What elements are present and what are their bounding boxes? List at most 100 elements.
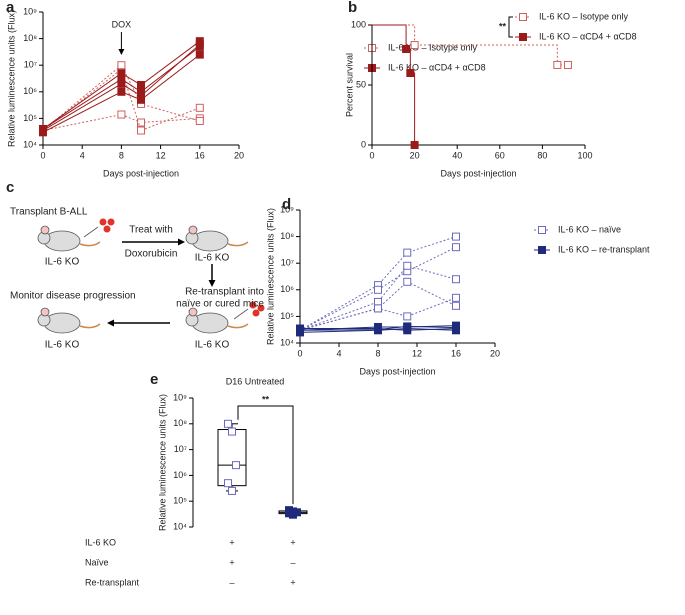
significance-bracket <box>237 405 294 505</box>
marker <box>452 232 460 241</box>
mouse-line <box>299 328 457 333</box>
arrows <box>107 238 216 327</box>
marker <box>374 325 382 334</box>
legend-label: IL-6 KO – Isotype only <box>388 42 478 52</box>
legend-label: IL-6 KO – Isotype only <box>539 11 629 21</box>
mouse-icon <box>37 225 101 252</box>
marker <box>538 226 546 234</box>
legend-label: IL-6 KO – naïve <box>558 224 621 234</box>
x-tick-label: 12 <box>412 348 422 358</box>
y-tick-label: 10⁷ <box>174 444 187 454</box>
x-tick-label: 20 <box>410 150 420 160</box>
chart-title: D16 Untreated <box>226 376 285 386</box>
marker <box>195 50 204 59</box>
survival-line <box>372 24 416 145</box>
marker <box>553 60 562 69</box>
x-tick-label: 60 <box>495 150 505 160</box>
marker <box>452 293 460 302</box>
y-tick-label: 10⁸ <box>173 418 187 428</box>
y-tick-label: 10⁴ <box>173 521 187 531</box>
annotation: ** <box>262 394 270 404</box>
x-tick-label: 4 <box>336 348 341 358</box>
mouse-line <box>42 46 201 130</box>
marker <box>137 126 145 135</box>
marker <box>374 285 382 294</box>
y-axis-label: Relative luminescence units (Flux) <box>157 394 167 531</box>
mouse-line <box>299 246 457 331</box>
marker <box>224 479 232 488</box>
y-tick-label: 10⁹ <box>280 204 294 214</box>
panel-label: e <box>150 371 158 388</box>
y-tick-label: 10⁵ <box>280 311 294 321</box>
y-axis-label: Percent survival <box>344 53 354 117</box>
diagram-text: IL-6 KO <box>195 340 230 351</box>
mouse-line <box>299 281 457 331</box>
marker <box>195 116 204 125</box>
panel-label: c <box>6 179 14 196</box>
diagram-text: Transplant B-ALL <box>10 207 88 218</box>
x-tick-label: 12 <box>156 150 166 160</box>
diagram-text: Re-transplant into <box>185 287 264 298</box>
diagram-text: IL-6 KO <box>45 257 80 268</box>
y-tick-label: 10⁹ <box>23 6 37 16</box>
mouse-icon <box>185 307 249 334</box>
marker <box>406 69 415 77</box>
marker <box>117 61 126 70</box>
marker <box>117 87 126 96</box>
y-tick-label: 100 <box>351 19 366 29</box>
diagram-text: Doxorubicin <box>125 249 178 260</box>
cells <box>99 218 265 317</box>
y-axis-label: Relative luminescence units (Flux) <box>6 10 16 147</box>
legend-label: IL-6 KO – αCD4 + αCD8 <box>388 62 486 72</box>
x-tick-label: 20 <box>490 348 500 358</box>
y-tick-label: 10⁹ <box>173 392 187 402</box>
marker <box>403 248 412 257</box>
mouse-line <box>42 44 201 131</box>
x-tick-label: 8 <box>375 348 380 358</box>
panel-label: b <box>348 0 357 16</box>
table-cell: – <box>229 577 234 587</box>
x-tick-label: 0 <box>369 150 374 160</box>
diagram-text: IL-6 KO <box>45 340 80 351</box>
marker <box>403 277 412 286</box>
table-row-label: IL-6 KO <box>85 537 116 547</box>
mouse-line <box>299 265 457 331</box>
y-axis-label: Relative luminescence units (Flux) <box>265 208 275 345</box>
diagram-text: Treat with <box>129 225 173 236</box>
marker <box>538 246 546 254</box>
diagram-text: IL-6 KO <box>195 253 230 264</box>
marker <box>452 301 460 310</box>
y-tick-label: 10⁷ <box>281 258 294 268</box>
marker <box>403 261 412 270</box>
marker <box>117 110 126 119</box>
marker <box>374 304 382 313</box>
table-cell: + <box>290 537 295 547</box>
table-row-label: Naïve <box>85 557 109 567</box>
y-tick-label: 0 <box>361 139 366 149</box>
marker <box>137 118 145 127</box>
marker <box>39 128 47 137</box>
survival-line <box>372 24 568 66</box>
marker <box>452 323 460 332</box>
table-cell: + <box>229 557 234 567</box>
x-tick-label: 80 <box>537 150 547 160</box>
marker <box>224 419 232 428</box>
x-tick-label: 0 <box>40 150 45 160</box>
legend-label: IL-6 KO – αCD4 + αCD8 <box>539 31 637 41</box>
y-tick-label: 10⁵ <box>23 113 37 123</box>
mouse-line <box>42 54 201 133</box>
y-tick-label: 10⁴ <box>23 139 37 149</box>
significance-bracket <box>508 16 513 38</box>
marker <box>402 45 411 53</box>
mouse-line <box>299 236 457 331</box>
x-tick-label: 4 <box>80 150 85 160</box>
marker <box>519 33 527 41</box>
x-axis-label: Days post-injection <box>103 168 179 178</box>
syringe <box>83 226 249 320</box>
annotation: ** <box>499 21 507 31</box>
marker <box>374 297 382 306</box>
marker <box>296 326 304 335</box>
marker <box>519 13 527 21</box>
box <box>217 429 247 487</box>
